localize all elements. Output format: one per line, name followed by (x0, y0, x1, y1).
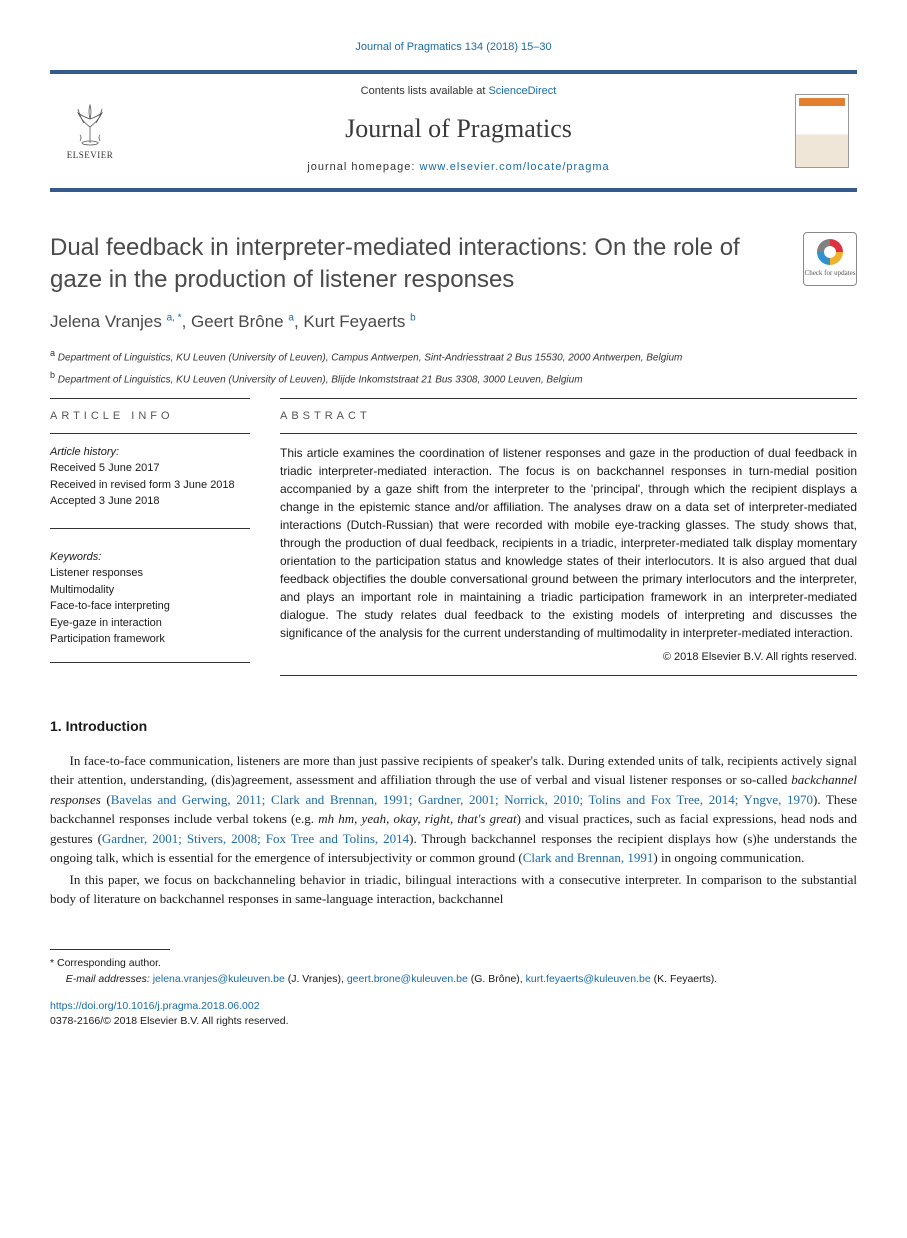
revised-date: Received in revised form 3 June 2018 (50, 477, 250, 494)
email-3[interactable]: kurt.feyaerts@kuleuven.be (526, 973, 651, 985)
contents-available: Contents lists available at ScienceDirec… (130, 84, 787, 100)
author-2: Geert Brône a (191, 312, 294, 331)
article-title: Dual feedback in interpreter-mediated in… (50, 232, 783, 297)
issn-copyright: 0378-2166/© 2018 Elsevier B.V. All right… (50, 1015, 289, 1027)
author-list: Jelena Vranjes a, *, Geert Brône a, Kurt… (50, 310, 857, 335)
doi-block: https://doi.org/10.1016/j.pragma.2018.06… (50, 999, 857, 1029)
citation-1[interactable]: Bavelas and Gerwing, 2011; Clark and Bre… (111, 792, 813, 807)
article-history: Article history: Received 5 June 2017 Re… (50, 444, 250, 510)
keywords-block: Keywords: Listener responses Multimodali… (50, 549, 250, 648)
cover-image (795, 94, 849, 168)
journal-cover-thumb (787, 74, 857, 188)
author-3: Kurt Feyaerts b (303, 312, 415, 331)
email-2[interactable]: geert.brone@kuleuven.be (347, 973, 468, 985)
intro-heading: 1. Introduction (50, 716, 857, 736)
intro-paragraph-2: In this paper, we focus on backchannelin… (50, 870, 857, 909)
keyword-5: Participation framework (50, 631, 250, 648)
elsevier-name: ELSEVIER (67, 149, 114, 162)
intro-paragraph-1: In face-to-face communication, listeners… (50, 751, 857, 868)
abstract-heading: abstract (280, 409, 857, 425)
sciencedirect-link[interactable]: ScienceDirect (488, 85, 556, 97)
keyword-1: Listener responses (50, 565, 250, 582)
keyword-3: Face-to-face interpreting (50, 598, 250, 615)
email-addresses: E-mail addresses: jelena.vranjes@kuleuve… (50, 972, 857, 988)
journal-header: ELSEVIER Contents lists available at Sci… (50, 70, 857, 192)
keywords-label: Keywords: (50, 549, 250, 566)
elsevier-logo: ELSEVIER (50, 74, 130, 188)
citation-3[interactable]: Clark and Brennan, 1991 (523, 850, 654, 865)
corresponding-author: * Corresponding author. (50, 956, 857, 972)
accepted-date: Accepted 3 June 2018 (50, 493, 250, 510)
citation-2[interactable]: Gardner, 2001; Stivers, 2008; Fox Tree a… (102, 831, 409, 846)
abstract-text: This article examines the coordination o… (280, 444, 857, 642)
email-1[interactable]: jelena.vranjes@kuleuven.be (153, 973, 285, 985)
affiliation-b: b Department of Linguistics, KU Leuven (… (50, 369, 857, 387)
article-info-heading: article info (50, 409, 250, 425)
keyword-4: Eye-gaze in interaction (50, 615, 250, 632)
crossmark-label: Check for updates (805, 268, 856, 278)
author-1: Jelena Vranjes a, * (50, 312, 182, 331)
crossmark-badge[interactable]: Check for updates (803, 232, 857, 286)
homepage-prefix: journal homepage: (307, 161, 419, 173)
affiliation-a: a Department of Linguistics, KU Leuven (… (50, 347, 857, 365)
crossmark-icon (817, 239, 843, 265)
received-date: Received 5 June 2017 (50, 460, 250, 477)
keyword-2: Multimodality (50, 582, 250, 599)
contents-prefix: Contents lists available at (361, 85, 489, 97)
elsevier-tree-icon (66, 99, 114, 147)
journal-name: Journal of Pragmatics (130, 110, 787, 148)
homepage-link[interactable]: www.elsevier.com/locate/pragma (420, 161, 610, 173)
abstract-copyright: © 2018 Elsevier B.V. All rights reserved… (280, 650, 857, 666)
journal-homepage: journal homepage: www.elsevier.com/locat… (130, 160, 787, 176)
journal-reference: Journal of Pragmatics 134 (2018) 15–30 (50, 40, 857, 56)
doi-link[interactable]: https://doi.org/10.1016/j.pragma.2018.06… (50, 1000, 260, 1012)
history-label: Article history: (50, 444, 250, 461)
